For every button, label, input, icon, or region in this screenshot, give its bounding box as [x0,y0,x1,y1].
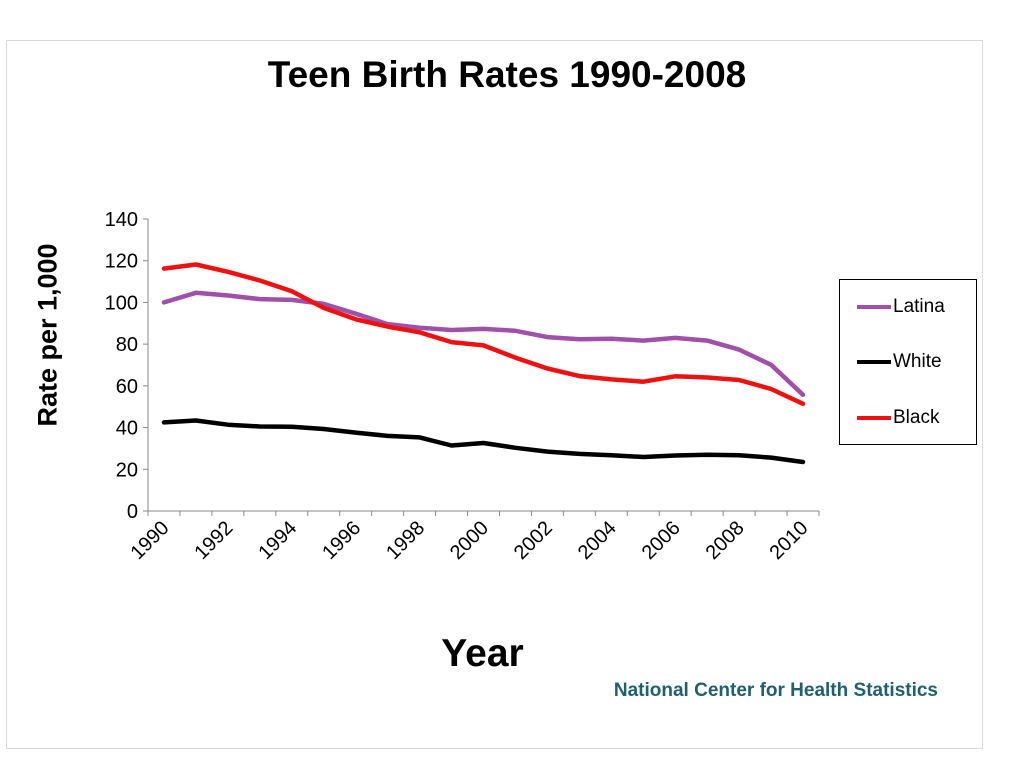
source-credit: National Center for Health Statistics [613,680,938,701]
y-tick-label: 100 [105,292,138,314]
x-tick-label: 1992 [190,517,237,564]
legend-swatch-black [857,416,891,420]
x-tick-label: 2010 [766,517,813,564]
y-tick-label: 120 [105,251,138,273]
slide-frame [6,40,983,749]
x-tick-label: 1996 [318,517,365,564]
legend-swatch-latina [857,305,891,309]
y-tick-label: 0 [127,501,138,523]
x-tick-label: 2008 [702,517,749,564]
chart-title: Teen Birth Rates 1990-2008 [267,54,747,95]
legend-item-latina: Latina [857,292,945,322]
legend: Latina White Black [839,279,977,445]
x-tick-label: 1998 [382,517,429,564]
x-tick-label: 2004 [574,517,621,564]
y-tick-label: 60 [116,376,138,398]
legend-item-black: Black [857,403,939,433]
x-tick-label: 2002 [510,517,557,564]
legend-label-black: Black [893,407,940,428]
y-tick-label: 40 [116,418,138,440]
y-tick-label: 140 [105,209,138,231]
x-tick-label: 2006 [638,517,685,564]
y-tick-label: 20 [116,459,138,481]
series-line-black [161,262,806,407]
legend-item-white: White [857,347,942,377]
y-tick-label: 80 [116,334,138,356]
x-tick-label: 2000 [446,517,493,564]
legend-label-white: White [893,351,942,372]
x-axis-label: Year [441,632,524,675]
legend-swatch-white [857,360,891,364]
x-tick-label: 1990 [126,517,173,564]
legend-label-latina: Latina [893,296,945,317]
x-tick-label: 1994 [254,517,301,564]
series-line-latina [161,290,806,398]
series-line-white [161,418,806,465]
